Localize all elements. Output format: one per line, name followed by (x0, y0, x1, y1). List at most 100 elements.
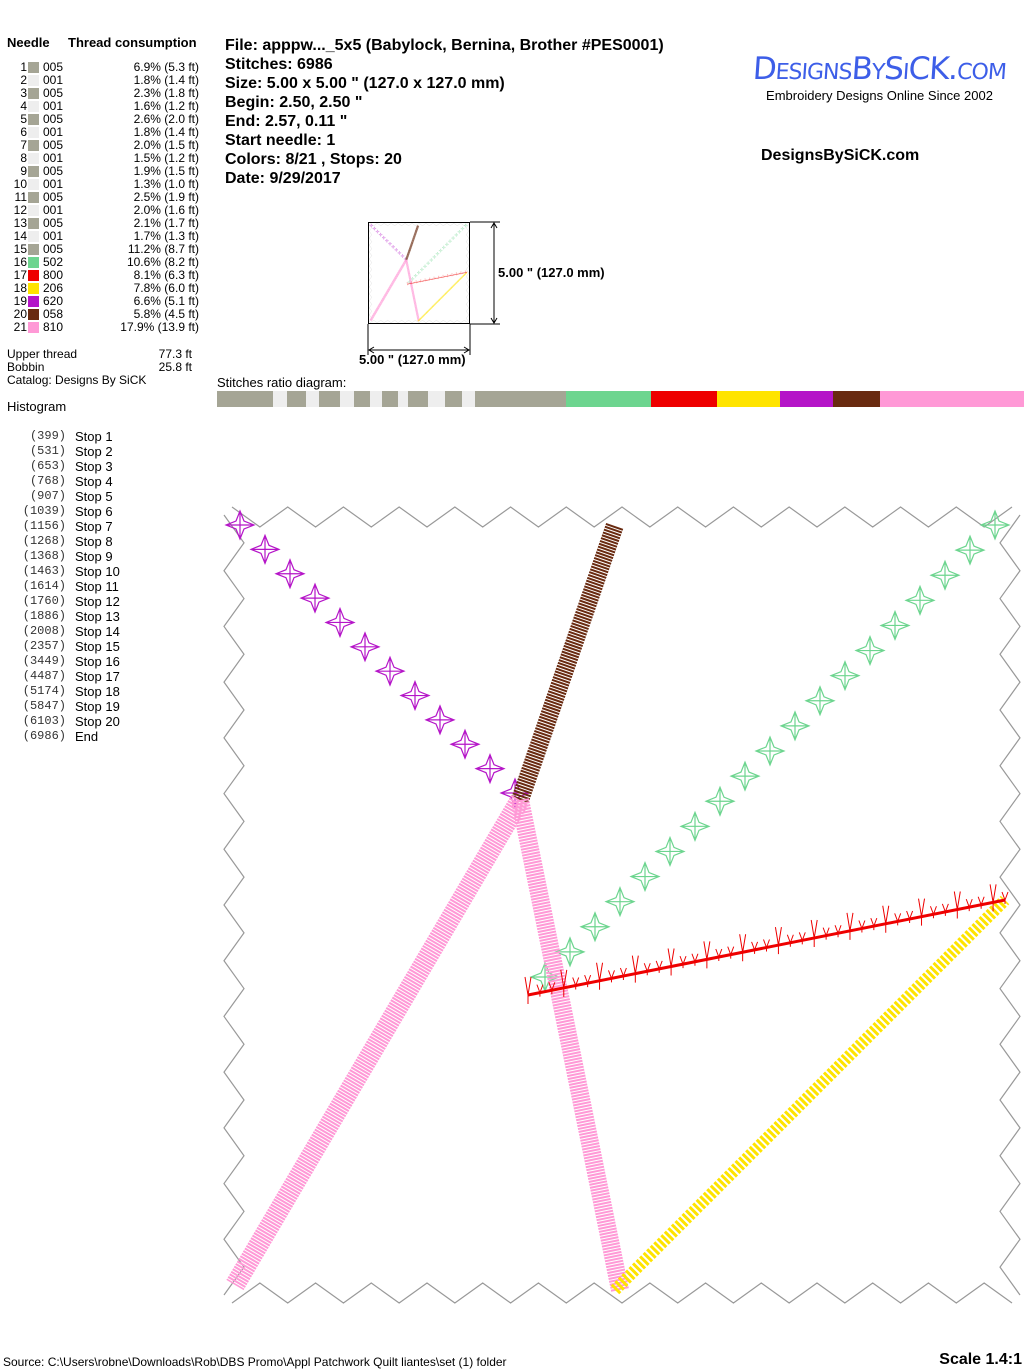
thread-consumption: 1.7% (1.3 ft) (133, 229, 199, 243)
ratio-segment (397, 391, 409, 407)
stitch-count: (1463) (22, 564, 66, 578)
thread-code: 005 (43, 216, 64, 230)
design-size: Size: 5.00 x 5.00 " (127.0 x 127.0 mm) (225, 75, 505, 92)
ratio-segment (382, 391, 398, 407)
color-swatch (28, 244, 39, 255)
thread-code: 206 (43, 281, 64, 295)
bobbin-value: 25.8 ft (158, 360, 192, 374)
histogram-stop: (768) Stop 4 (30, 474, 113, 489)
upper-thread-value: 77.3 ft (158, 347, 192, 361)
stitches-ratio-bar (217, 391, 1024, 407)
stitch-count: (907) (29, 489, 66, 503)
ratio-segment (370, 391, 383, 407)
histogram-stop: (1614) Stop 11 (23, 579, 119, 594)
histogram-stop: (653) Stop 3 (30, 459, 113, 474)
needle-number: 3 (20, 86, 27, 100)
needle-row: 13 005 2.1% (1.7 ft) (0, 217, 205, 230)
color-swatch (28, 114, 39, 125)
needle-row: 17 800 8.1% (6.3 ft) (0, 269, 205, 282)
needle-number: 17 (13, 268, 27, 282)
thread-code: 001 (43, 177, 64, 191)
stitch-count: (653) (29, 459, 66, 473)
histogram-stop: (907) Stop 5 (30, 489, 113, 504)
ratio-segment (339, 391, 355, 407)
needle-header: Needle (7, 35, 50, 50)
ratio-segment (651, 391, 717, 407)
stop-label: Stop 20 (75, 714, 120, 729)
start-needle: Start needle: 1 (225, 132, 336, 149)
thread-code: 001 (43, 151, 64, 165)
stitch-count: (5847) (22, 699, 66, 713)
histogram-stop: (1760) Stop 12 (23, 594, 120, 609)
scale-label: Scale 1.4:1 (939, 1351, 1022, 1368)
histogram-stop: (5174) Stop 18 (23, 684, 120, 699)
needle-number: 9 (20, 164, 27, 178)
thread-code: 001 (43, 73, 64, 87)
needle-row: 20 058 5.8% (4.5 ft) (0, 308, 205, 321)
thread-code: 800 (43, 268, 64, 282)
thread-code: 058 (43, 307, 64, 321)
needle-row: 14 001 1.7% (1.3 ft) (0, 230, 205, 243)
histogram-stop: (1039) Stop 6 (23, 504, 113, 519)
needle-number: 16 (13, 255, 27, 269)
thread-code: 001 (43, 203, 64, 217)
stitch-count: (2357) (22, 639, 66, 653)
needle-number: 5 (20, 112, 27, 126)
thread-code: 502 (43, 255, 64, 269)
ratio-segment (565, 391, 652, 407)
file-name: File: apppw..._5x5 (Babylock, Bernina, B… (225, 37, 664, 54)
needle-number: 21 (13, 320, 27, 334)
thread-code: 810 (43, 320, 64, 334)
stitch-count: (1368) (22, 549, 66, 563)
stop-label: Stop 17 (75, 669, 120, 684)
histogram-stop: (531) Stop 2 (30, 444, 113, 459)
color-swatch (28, 88, 39, 99)
needle-row: 1 005 6.9% (5.3 ft) (0, 61, 205, 74)
thread-consumption: 6.9% (5.3 ft) (133, 60, 199, 74)
histogram-stop: (1886) Stop 13 (23, 609, 120, 624)
logo-text: DesignsBySiCK.com (751, 51, 1008, 87)
needle-number: 18 (13, 281, 27, 295)
stop-label: Stop 14 (75, 624, 120, 639)
stop-label: Stop 1 (75, 429, 113, 444)
stitch-count: (6103) (22, 714, 66, 728)
color-swatch (28, 309, 39, 320)
needle-row: 18 206 7.8% (6.0 ft) (0, 282, 205, 295)
thread-consumption: 10.6% (8.2 ft) (126, 255, 199, 269)
needle-number: 11 (14, 190, 27, 204)
needle-row: 19 620 6.6% (5.1 ft) (0, 295, 205, 308)
needle-row: 11 005 2.5% (1.9 ft) (0, 191, 205, 204)
ratio-segment (444, 391, 462, 407)
catalog: Catalog: Designs By SiCK (7, 373, 147, 387)
logo-tagline: Embroidery Designs Online Since 2002 (766, 88, 993, 103)
needle-row: 9 005 1.9% (1.5 ft) (0, 165, 205, 178)
needle-number: 13 (13, 216, 27, 230)
logo: DesignsBySiCK.com Embroidery Designs Onl… (737, 51, 1022, 103)
thread-consumption: 1.6% (1.2 ft) (133, 99, 199, 113)
design-thumbnail (368, 222, 470, 324)
ratio-segment (779, 391, 833, 407)
histogram-stop: (1156) Stop 7 (23, 519, 113, 534)
thread-consumption: 2.1% (1.7 ft) (133, 216, 199, 230)
thread-code: 005 (43, 86, 64, 100)
stop-label: Stop 3 (75, 459, 113, 474)
upper-thread-label: Upper thread (7, 347, 78, 361)
needle-row: 15 005 11.2% (8.7 ft) (0, 243, 205, 256)
needle-number: 6 (20, 125, 27, 139)
stitch-count: (1886) (22, 609, 66, 623)
thread-code: 005 (43, 112, 64, 126)
thread-consumption: 2.0% (1.6 ft) (133, 203, 199, 217)
needle-row: 21 810 17.9% (13.9 ft) (0, 321, 205, 334)
stop-label: Stop 13 (75, 609, 120, 624)
histogram-stop: (1368) Stop 9 (23, 549, 113, 564)
needle-number: 8 (20, 151, 27, 165)
stop-label: Stop 8 (75, 534, 113, 549)
needle-number: 7 (20, 138, 27, 152)
histogram-stop: (5847) Stop 19 (23, 699, 120, 714)
needle-row: 2 001 1.8% (1.4 ft) (0, 74, 205, 87)
ratio-segment (461, 391, 476, 407)
color-swatch (28, 270, 39, 281)
needle-number: 10 (13, 177, 27, 191)
thread-consumption: 1.3% (1.0 ft) (133, 177, 199, 191)
thread-consumption: 17.9% (13.9 ft) (120, 320, 199, 334)
